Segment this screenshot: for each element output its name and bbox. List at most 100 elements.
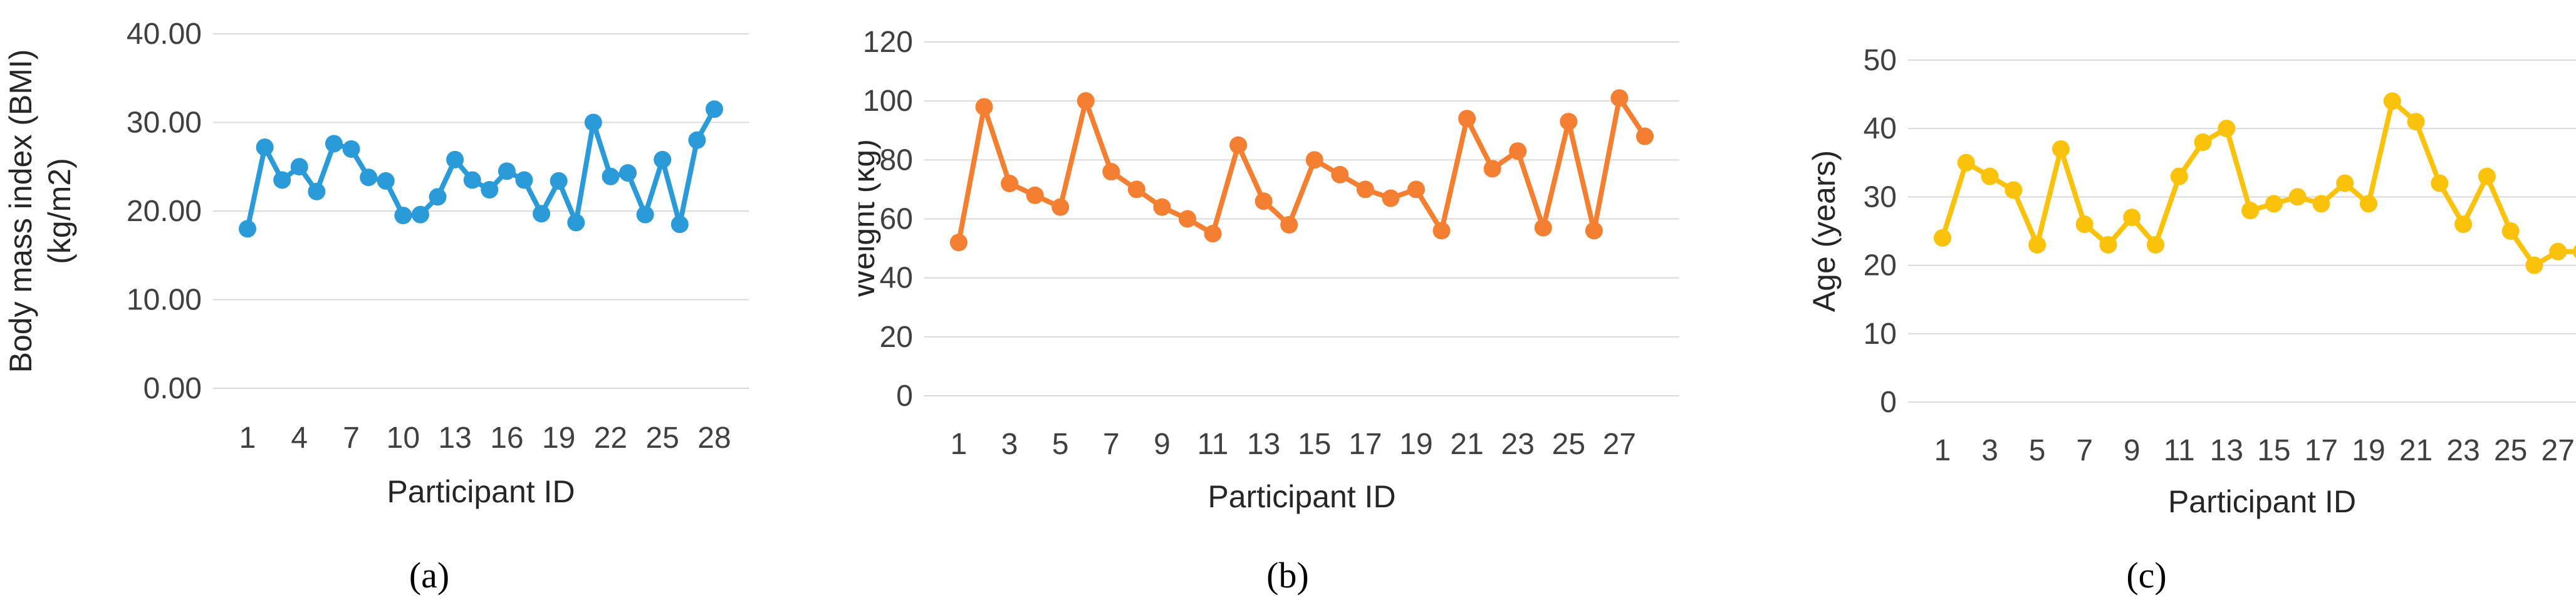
y-tick-label: 20 (880, 321, 913, 354)
chart-caption-c: (c) (2126, 555, 2167, 596)
data-point (2005, 181, 2023, 199)
y-tick-label: 50 (1864, 44, 1897, 77)
data-point (1026, 186, 1044, 204)
data-point (463, 171, 481, 189)
y-tick-label: 30.00 (127, 106, 202, 140)
data-point (619, 164, 637, 182)
x-tick-label: 25 (1552, 428, 1585, 461)
data-point (533, 205, 551, 223)
data-point (1102, 163, 1120, 181)
data-point (1127, 180, 1145, 199)
y-tick-label: 0 (1880, 386, 1897, 419)
x-tick-label: 16 (490, 421, 523, 455)
data-point (975, 98, 993, 116)
x-tick-label: 9 (1154, 428, 1171, 461)
data-point (1331, 165, 1349, 184)
y-axis-title: Weight (kg) (858, 139, 881, 299)
y-axis-title: Age (years) (1807, 150, 1842, 312)
x-tick-label: 9 (2124, 434, 2141, 467)
data-point (1458, 110, 1476, 128)
x-tick-label: 21 (2399, 434, 2433, 467)
data-point (706, 100, 723, 118)
data-point (2360, 195, 2377, 213)
data-point (602, 167, 620, 185)
x-tick-label: 23 (2446, 434, 2480, 467)
x-tick-label: 21 (1450, 428, 1483, 461)
data-point (2501, 222, 2520, 240)
chart-panel-a: 0.00 10.00 20.00 30.00 40.00 1 4 7 10 13 16 19 22 25 2… (0, 0, 858, 610)
data-point (1204, 225, 1222, 243)
x-tick-label: 11 (1197, 428, 1229, 461)
data-point (1610, 89, 1629, 107)
data-point (1636, 127, 1654, 145)
y-tick-label: 100 (863, 85, 913, 118)
data-point (2123, 209, 2141, 227)
data-point (1585, 222, 1603, 240)
data-point (2312, 195, 2330, 213)
data-point (2028, 235, 2047, 254)
data-point (670, 215, 689, 234)
chart-panel-b: 0 20 40 60 80 100 120 1 3 5 7 9 11 13 15 17 19 21 23 25 27 Pa… (858, 0, 1717, 610)
data-point (1957, 153, 1975, 172)
x-tick-label: 15 (2257, 434, 2290, 467)
x-axis-title: Participant ID (1207, 479, 1395, 514)
data-point (342, 140, 360, 158)
data-point (550, 172, 568, 190)
x-tick-label: 3 (1001, 428, 1018, 461)
data-point (567, 214, 585, 232)
x-tick-label: 5 (2029, 434, 2046, 467)
data-point (2170, 167, 2188, 185)
chart-caption-a: (a) (409, 555, 450, 596)
data-point (2549, 242, 2567, 261)
x-tick-label: 3 (1981, 434, 1998, 467)
y-tick-label: 40 (880, 262, 913, 295)
x-tick-label: 13 (1247, 428, 1280, 461)
x-tick-label: 25 (2494, 434, 2527, 467)
data-point (2478, 167, 2496, 185)
x-tick-label: 19 (2352, 434, 2385, 467)
y-tick-label: 0.00 (143, 372, 202, 405)
y-tick-label: 10 (1864, 318, 1897, 351)
data-point (429, 188, 447, 206)
data-point (1981, 167, 1999, 185)
data-point (1560, 113, 1578, 131)
data-point (1432, 222, 1451, 240)
data-point (2407, 113, 2425, 131)
chart-panel-c: 0 10 20 30 40 50 1 3 5 7 9 11 13 15 17 19 21 23 25 27 Partic… (1717, 0, 2576, 610)
y-tick-label: 40.00 (127, 18, 202, 51)
x-tick-label: 22 (594, 421, 627, 455)
data-point (2194, 133, 2212, 152)
y-axis-title: Body mass index (BMI) (kg/m2) (3, 49, 77, 373)
data-point (256, 138, 274, 157)
data-point (360, 168, 378, 187)
x-tick-label: 5 (1052, 428, 1069, 461)
data-point (1509, 142, 1527, 160)
data-point (1254, 192, 1273, 210)
x-tick-label: 19 (1399, 428, 1432, 461)
x-tick-label: 19 (542, 421, 575, 455)
data-point (2265, 195, 2283, 213)
x-tick-label: 27 (2542, 434, 2575, 467)
data-point (446, 150, 464, 168)
data-point (2454, 215, 2473, 234)
y-tick-label: 30 (1864, 180, 1897, 214)
data-point (498, 162, 516, 180)
chart-caption-b: (b) (1266, 555, 1309, 596)
x-tick-label: 7 (2076, 434, 2093, 467)
x-tick-label: 4 (291, 421, 308, 455)
data-point (1356, 180, 1374, 199)
x-tick-label: 17 (1348, 428, 1382, 461)
data-point (2288, 188, 2307, 206)
data-point (1179, 210, 1196, 228)
y-tick-label: 20 (1864, 249, 1897, 282)
data-point (1229, 136, 1248, 154)
x-tick-label: 23 (1501, 428, 1535, 461)
y-tick-label: 0 (896, 380, 913, 413)
data-point (2383, 92, 2401, 110)
x-tick-label: 1 (239, 421, 256, 455)
data-point (2336, 174, 2354, 192)
data-point (2218, 120, 2236, 138)
series-line (956, 95, 1647, 246)
data-point (377, 172, 395, 190)
chart-a: 0.00 10.00 20.00 30.00 40.00 1 4 7 10 13 16 19 22 25 2… (3, 18, 749, 509)
